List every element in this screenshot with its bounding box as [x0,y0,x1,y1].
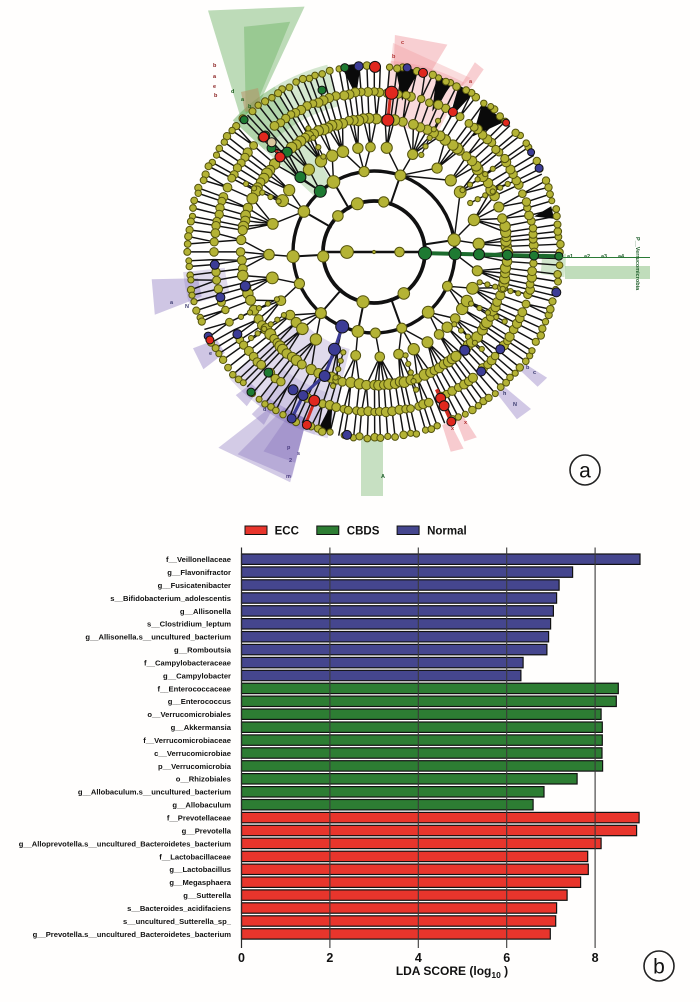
svg-text:g__Megasphaera: g__Megasphaera [169,878,231,887]
svg-text:f__Lactobacillaceae: f__Lactobacillaceae [159,852,231,861]
svg-text:x: x [451,426,455,432]
svg-text:P__Verrucomicrobia: P__Verrucomicrobia [634,237,640,291]
svg-text:b: b [392,54,396,60]
svg-text:s__Clostridium_leptum: s__Clostridium_leptum [147,620,231,629]
svg-text:g__Campylobacter: g__Campylobacter [163,671,231,680]
svg-text:4: 4 [415,951,422,965]
svg-text:2: 2 [289,458,292,464]
svg-text:s__Bacteroides_acidifaciens: s__Bacteroides_acidifaciens [127,904,231,913]
svg-text:g__Prevotella: g__Prevotella [182,826,232,835]
svg-text:g__Fusicatenibacter: g__Fusicatenibacter [158,581,231,590]
svg-text:g__Allobaculum.s__uncultured_b: g__Allobaculum.s__uncultured_bacterium [78,788,231,797]
svg-text:a: a [213,74,217,80]
svg-text:g__Sutterella: g__Sutterella [183,891,231,900]
svg-text:g__Akkermansia: g__Akkermansia [171,723,232,732]
svg-text:LDA SCORE (log10 ): LDA SCORE (log10 ) [396,964,508,980]
svg-text:g__Lactobacillus: g__Lactobacillus [169,865,231,874]
svg-text:b: b [526,365,530,371]
svg-text:e: e [213,84,216,90]
svg-text:c: c [401,40,404,46]
svg-text:d: d [263,407,266,413]
svg-text:f__Prevotellaceae: f__Prevotellaceae [167,814,231,823]
svg-text:d: d [231,89,234,95]
svg-text:s__uncultured_Sutterella_sp_: s__uncultured_Sutterella_sp_ [123,917,232,926]
svg-text:6: 6 [503,951,510,965]
svg-text:a: a [579,460,591,483]
svg-text:g__Allisonella: g__Allisonella [180,607,232,616]
svg-text:m: m [286,474,291,480]
svg-text:g__Prevotella.s__uncultured_Ba: g__Prevotella.s__uncultured_Bacteroidete… [33,930,232,939]
svg-text:N: N [185,304,189,310]
svg-text:a: a [170,300,174,306]
svg-text:p: p [287,445,291,451]
svg-text:b: b [248,104,252,110]
svg-text:a: a [241,97,245,103]
svg-text:b: b [214,93,218,99]
svg-text:ECC: ECC [275,526,299,538]
svg-text:c__Verrucomicrobiae: c__Verrucomicrobiae [154,749,231,758]
svg-text:p__Verrucomicrobia: p__Verrucomicrobia [158,762,232,771]
svg-text:a: a [469,79,473,85]
svg-text:c: c [533,370,536,376]
svg-text:s__Bifidobacterium_adolescenti: s__Bifidobacterium_adolescentis [110,594,231,603]
svg-text:g__Allisonella.s__uncultured_b: g__Allisonella.s__uncultured_bacterium [85,633,231,642]
svg-text:N: N [513,402,517,408]
svg-text:s: s [297,451,300,457]
svg-text:b: b [213,63,217,69]
svg-text:x: x [464,420,468,426]
svg-text:CBDS: CBDS [347,526,380,538]
svg-text:h: h [503,391,507,397]
svg-text:b: b [653,956,665,979]
svg-text:8: 8 [592,951,599,965]
svg-text:f__Enterococcaceae: f__Enterococcaceae [158,684,231,693]
svg-text:o__Rhizobiales: o__Rhizobiales [176,775,231,784]
svg-text:o__Verrucomicrobiales: o__Verrucomicrobiales [147,710,231,719]
svg-text:Normal: Normal [427,526,467,538]
svg-text:g__Enterococcus: g__Enterococcus [168,697,231,706]
svg-text:0: 0 [238,951,245,965]
svg-text:2: 2 [326,951,333,965]
svg-text:g__Flavonifractor: g__Flavonifractor [167,568,231,577]
svg-text:g__Alloprevotella.s__unculture: g__Alloprevotella.s__uncultured_Bacteroi… [19,839,232,848]
svg-text:f__Verrucomicrobiaceae: f__Verrucomicrobiaceae [143,736,231,745]
svg-text:e: e [209,351,212,357]
svg-text:g__Allobaculum: g__Allobaculum [172,801,231,810]
svg-text:f__Veillonellaceae: f__Veillonellaceae [166,555,231,564]
svg-text:f__Campylobacteraceae: f__Campylobacteraceae [144,659,231,668]
svg-text:g__Romboutsia: g__Romboutsia [174,646,232,655]
svg-text:A: A [381,474,385,480]
